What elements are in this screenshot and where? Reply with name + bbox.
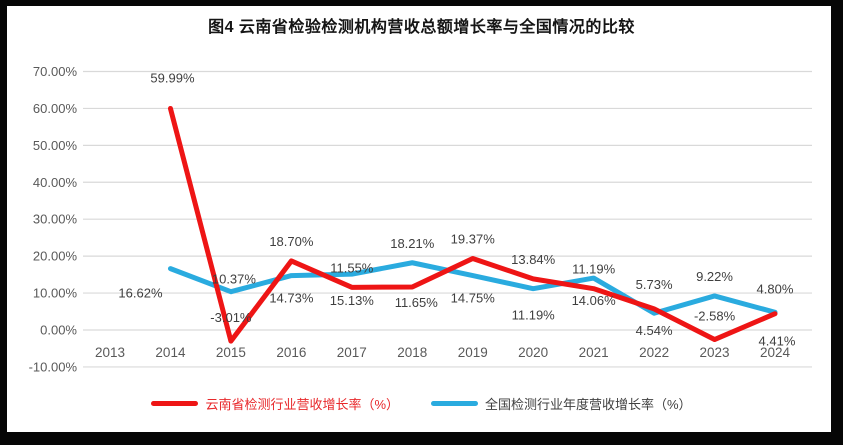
svg-text:2023: 2023 xyxy=(700,345,730,360)
svg-text:4.54%: 4.54% xyxy=(636,323,673,338)
svg-text:4.80%: 4.80% xyxy=(757,281,794,296)
svg-text:60.00%: 60.00% xyxy=(33,101,78,116)
svg-text:5.73%: 5.73% xyxy=(636,277,673,292)
frame-border-left xyxy=(0,0,7,445)
svg-text:30.00%: 30.00% xyxy=(33,212,78,227)
svg-text:4.41%: 4.41% xyxy=(759,334,796,349)
series-national-data-labels: 16.62% 10.37% 14.73% 15.13% 18.21% 14.75% 11.1… xyxy=(118,236,793,338)
svg-text:18.70%: 18.70% xyxy=(269,234,314,249)
svg-text:2015: 2015 xyxy=(216,345,246,360)
svg-text:14.06%: 14.06% xyxy=(572,293,617,308)
svg-text:40.00%: 40.00% xyxy=(33,175,78,190)
frame-border-top xyxy=(0,0,843,6)
svg-text:-3.01%: -3.01% xyxy=(210,310,252,325)
svg-text:10.37%: 10.37% xyxy=(212,272,257,287)
series-yunnan-data-labels: 59.99% -3.01% 18.70% 11.55% 11.65% 19.37% 13.8… xyxy=(150,70,795,348)
svg-text:13.84%: 13.84% xyxy=(511,252,556,267)
legend-swatch-national-line xyxy=(431,401,478,406)
legend-swatch-yunnan-line xyxy=(151,401,199,406)
chart-title: 图4 云南省检验检测机构营收总额增长率与全国情况的比较 xyxy=(208,19,635,36)
legend-item-national: 全国检测行业年度营收增长率（%） xyxy=(431,394,692,413)
svg-text:59.99%: 59.99% xyxy=(150,70,195,85)
svg-text:2019: 2019 xyxy=(458,345,488,360)
svg-text:15.13%: 15.13% xyxy=(330,293,375,308)
svg-text:2016: 2016 xyxy=(276,345,306,360)
gridlines xyxy=(83,70,812,368)
svg-text:0.00%: 0.00% xyxy=(40,323,77,338)
frame-border-right xyxy=(831,0,843,445)
svg-text:2020: 2020 xyxy=(518,345,548,360)
svg-text:19.37%: 19.37% xyxy=(451,231,496,246)
svg-text:-10.00%: -10.00% xyxy=(29,359,78,374)
svg-text:11.19%: 11.19% xyxy=(572,262,616,277)
svg-text:50.00%: 50.00% xyxy=(33,138,78,153)
series-yunnan-line xyxy=(167,105,778,344)
svg-text:10.00%: 10.00% xyxy=(33,286,78,301)
legend-item-yunnan: 云南省检测行业营收增长率（%） xyxy=(151,394,399,413)
svg-text:-2.58%: -2.58% xyxy=(694,309,736,324)
series-national-line xyxy=(167,260,778,316)
svg-text:2022: 2022 xyxy=(639,345,669,360)
x-axis-labels: 2013 2014 2015 2016 2017 2018 2019 2020 2021 2022… xyxy=(95,345,791,360)
svg-text:11.19%: 11.19% xyxy=(512,308,556,323)
svg-text:2013: 2013 xyxy=(95,345,125,360)
svg-text:2014: 2014 xyxy=(155,345,186,360)
frame-border-bottom xyxy=(0,432,843,445)
svg-text:2018: 2018 xyxy=(397,345,427,360)
svg-text:70.00%: 70.00% xyxy=(33,64,78,79)
svg-text:11.55%: 11.55% xyxy=(330,260,374,275)
svg-text:14.73%: 14.73% xyxy=(269,291,314,306)
legend-label-yunnan: 云南省检测行业营收增长率（%） xyxy=(205,397,399,412)
svg-text:16.62%: 16.62% xyxy=(118,286,163,301)
svg-text:2024: 2024 xyxy=(760,345,791,360)
legend-label-national: 全国检测行业年度营收增长率（%） xyxy=(485,397,692,412)
svg-text:20.00%: 20.00% xyxy=(33,249,78,264)
y-axis-tick-labels: 70.00% 60.00% 50.00% 40.00% 30.00% 20.00% 10.0… xyxy=(29,64,78,374)
chart-legend: 云南省检测行业营收增长率（%） 全国检测行业年度营收增长率（%） xyxy=(0,394,843,413)
svg-text:9.22%: 9.22% xyxy=(696,269,733,284)
svg-text:2017: 2017 xyxy=(337,345,367,360)
svg-text:18.21%: 18.21% xyxy=(390,236,435,251)
svg-text:14.75%: 14.75% xyxy=(451,291,496,306)
svg-text:2021: 2021 xyxy=(579,345,609,360)
svg-text:11.65%: 11.65% xyxy=(395,295,439,310)
